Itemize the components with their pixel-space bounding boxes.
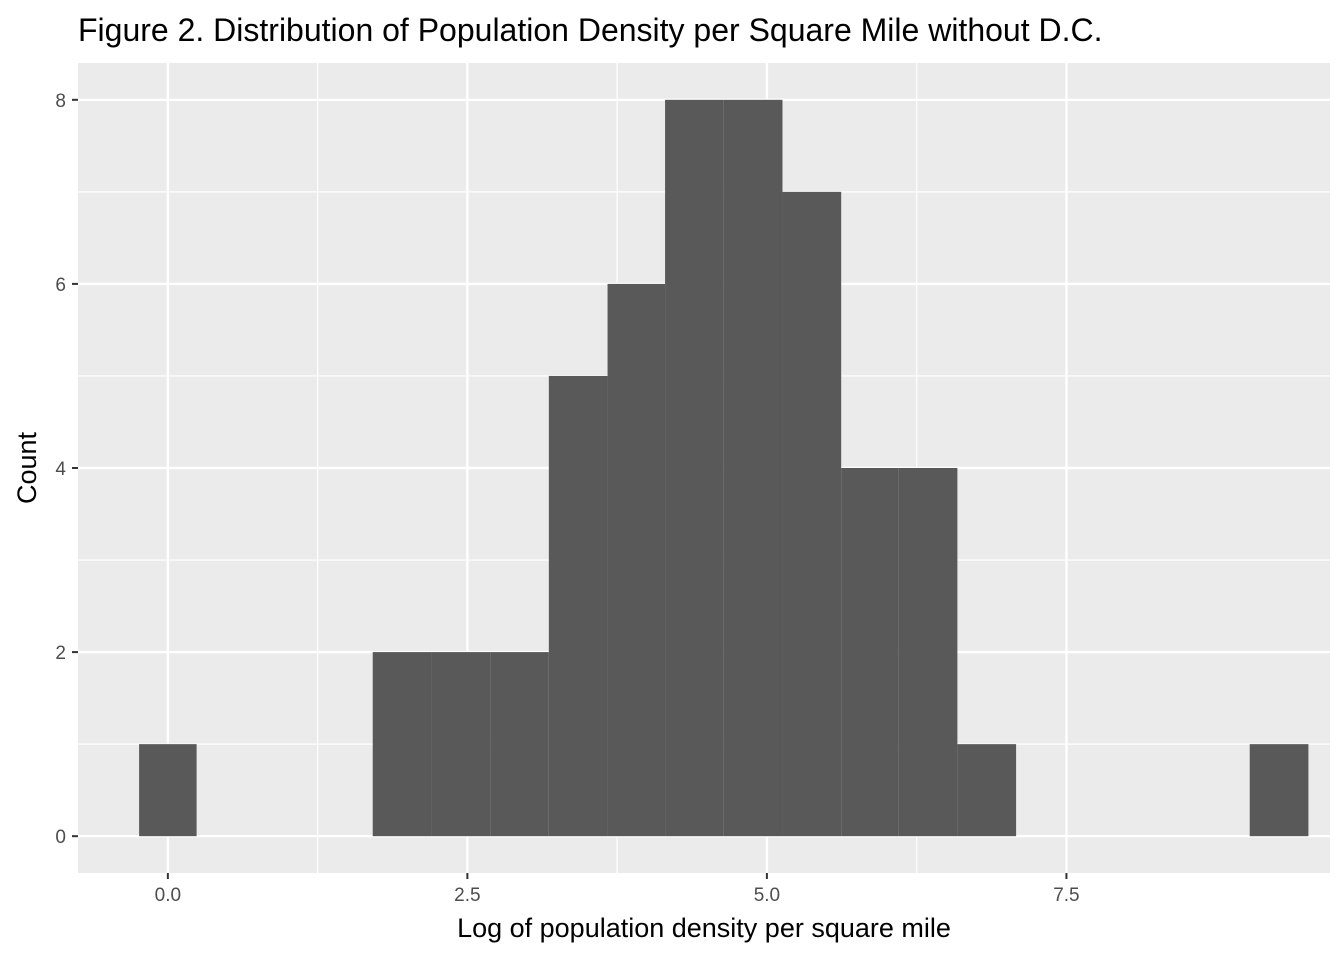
y-tick-label: 6 (55, 275, 66, 296)
histogram-bar (841, 468, 899, 837)
histogram-bar (957, 744, 1017, 837)
y-axis-title: Count (12, 431, 42, 504)
histogram-bar (1249, 744, 1309, 837)
histogram-bar (665, 99, 724, 837)
x-tick-label: 7.5 (1053, 885, 1079, 906)
histogram-bar (139, 744, 197, 837)
histogram-bar (490, 652, 549, 837)
histogram-bars (139, 99, 1309, 837)
histogram-bar (548, 375, 608, 837)
x-tick-label: 0.0 (155, 885, 181, 906)
y-tick-label: 0 (55, 827, 66, 848)
y-tick-label: 2 (55, 643, 66, 664)
histogram-bar (607, 283, 666, 837)
x-axis-title: Log of population density per square mil… (457, 913, 951, 943)
x-tick-label: 5.0 (754, 885, 780, 906)
histogram-bar (431, 652, 491, 837)
histogram-bar (723, 99, 783, 837)
y-tick-label: 8 (55, 91, 66, 112)
histogram-bar (782, 191, 842, 837)
y-axis-ticks: 0 2 4 6 8 (55, 91, 78, 848)
x-tick-label: 2.5 (454, 885, 480, 906)
y-tick-label: 4 (55, 459, 66, 480)
chart-title: Figure 2. Distribution of Population Den… (78, 12, 1102, 48)
histogram-bar (898, 468, 958, 837)
x-axis-ticks: 0.0 2.5 5.0 7.5 (155, 873, 1080, 906)
histogram-bar (372, 652, 432, 837)
